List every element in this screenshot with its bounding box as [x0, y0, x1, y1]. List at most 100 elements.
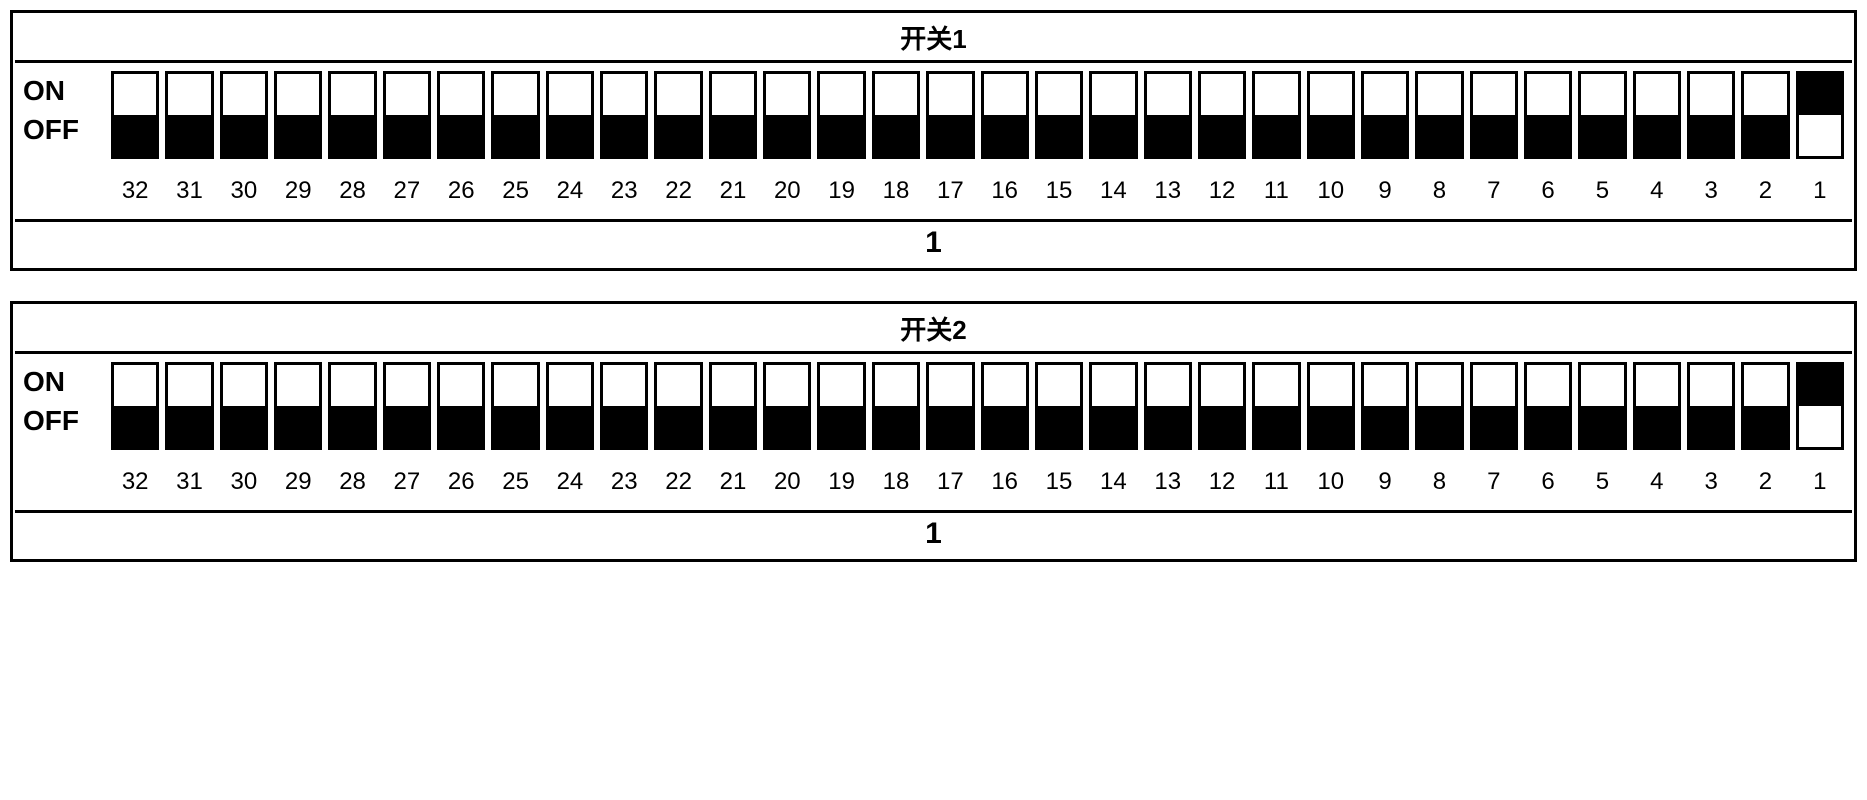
switch-row: ONOFF32313029282726252423222120191817161…: [15, 354, 1852, 496]
dip-switch[interactable]: [165, 362, 213, 450]
dip-switch[interactable]: [437, 362, 485, 450]
dip-switch[interactable]: [872, 362, 920, 450]
switch-column: 10: [1307, 362, 1355, 496]
dip-switch[interactable]: [1796, 71, 1844, 159]
dip-switch[interactable]: [926, 71, 974, 159]
dip-bottom-half: [875, 115, 917, 156]
switch-number: 12: [1209, 468, 1236, 496]
dip-switch[interactable]: [1741, 362, 1789, 450]
dip-switch[interactable]: [220, 362, 268, 450]
dip-switch[interactable]: [546, 362, 594, 450]
dip-switch[interactable]: [709, 71, 757, 159]
switch-number: 29: [285, 468, 312, 496]
dip-top-half: [1201, 74, 1243, 115]
dip-switch[interactable]: [1035, 362, 1083, 450]
dip-top-half: [657, 74, 699, 115]
dip-switch[interactable]: [1415, 362, 1463, 450]
dip-switch[interactable]: [1470, 71, 1518, 159]
dip-switch[interactable]: [1796, 362, 1844, 450]
dip-switch[interactable]: [491, 362, 539, 450]
dip-switch[interactable]: [1089, 362, 1137, 450]
switch-number: 22: [665, 468, 692, 496]
dip-switch[interactable]: [1035, 71, 1083, 159]
dip-switch[interactable]: [1633, 362, 1681, 450]
dip-switch[interactable]: [872, 71, 920, 159]
dip-top-half: [712, 74, 754, 115]
dip-top-half: [1364, 74, 1406, 115]
dip-switch[interactable]: [1578, 362, 1626, 450]
switch-number: 19: [828, 468, 855, 496]
dip-switch[interactable]: [491, 71, 539, 159]
dip-switch[interactable]: [1252, 362, 1300, 450]
dip-switch[interactable]: [1144, 71, 1192, 159]
dip-switch[interactable]: [274, 71, 322, 159]
dip-switch[interactable]: [274, 362, 322, 450]
dip-bottom-half: [766, 115, 808, 156]
dip-switch[interactable]: [1252, 71, 1300, 159]
switch-number: 17: [937, 468, 964, 496]
dip-switch[interactable]: [1198, 71, 1246, 159]
dip-switch[interactable]: [111, 71, 159, 159]
switch-column: 26: [437, 362, 485, 496]
switch-number: 28: [339, 177, 366, 205]
dip-switch[interactable]: [328, 71, 376, 159]
dip-switch[interactable]: [1361, 362, 1409, 450]
dip-switch[interactable]: [111, 362, 159, 450]
dip-switch[interactable]: [1633, 71, 1681, 159]
dip-switch[interactable]: [1741, 71, 1789, 159]
switches-container: 3231302928272625242322212019181716151413…: [111, 71, 1844, 205]
dip-switch[interactable]: [600, 71, 648, 159]
switch-number: 5: [1596, 177, 1609, 205]
switch-column: 27: [383, 71, 431, 205]
dip-switch[interactable]: [817, 71, 865, 159]
switch-column: 25: [491, 71, 539, 205]
dip-switch[interactable]: [1089, 71, 1137, 159]
dip-bottom-half: [1038, 115, 1080, 156]
dip-switch[interactable]: [981, 71, 1029, 159]
dip-switch[interactable]: [1307, 362, 1355, 450]
dip-top-half: [1310, 365, 1352, 406]
dip-switch[interactable]: [1307, 71, 1355, 159]
dip-switch[interactable]: [546, 71, 594, 159]
dip-switch[interactable]: [220, 71, 268, 159]
dip-switch[interactable]: [1524, 71, 1572, 159]
dip-switch[interactable]: [654, 71, 702, 159]
switch-number: 1: [1813, 177, 1826, 205]
dip-top-half: [114, 365, 156, 406]
switch-column: 20: [763, 71, 811, 205]
dip-switch[interactable]: [1361, 71, 1409, 159]
dip-switch[interactable]: [1687, 71, 1735, 159]
dip-bottom-half: [1690, 406, 1732, 447]
dip-switch[interactable]: [1198, 362, 1246, 450]
dip-switch[interactable]: [1470, 362, 1518, 450]
switch-number: 32: [122, 177, 149, 205]
dip-switch[interactable]: [437, 71, 485, 159]
dip-switch[interactable]: [709, 362, 757, 450]
dip-bottom-half: [331, 406, 373, 447]
dip-top-half: [168, 365, 210, 406]
switch-column: 6: [1524, 362, 1572, 496]
dip-switch[interactable]: [1415, 71, 1463, 159]
dip-switch[interactable]: [328, 362, 376, 450]
dip-switch[interactable]: [383, 362, 431, 450]
switch-number: 27: [394, 177, 421, 205]
dip-top-half: [1473, 74, 1515, 115]
dip-switch[interactable]: [383, 71, 431, 159]
dip-switch[interactable]: [763, 71, 811, 159]
dip-switch[interactable]: [817, 362, 865, 450]
dip-switch[interactable]: [981, 362, 1029, 450]
switch-column: 19: [817, 71, 865, 205]
dip-switch[interactable]: [763, 362, 811, 450]
dip-switch[interactable]: [165, 71, 213, 159]
dip-switch[interactable]: [1144, 362, 1192, 450]
dip-switch[interactable]: [1578, 71, 1626, 159]
dip-switch[interactable]: [1524, 362, 1572, 450]
dip-switch[interactable]: [654, 362, 702, 450]
switch-number: 28: [339, 468, 366, 496]
switch-number: 32: [122, 468, 149, 496]
dip-switch[interactable]: [926, 362, 974, 450]
dip-bottom-half: [168, 115, 210, 156]
dip-bottom-half: [440, 115, 482, 156]
dip-switch[interactable]: [600, 362, 648, 450]
dip-switch[interactable]: [1687, 362, 1735, 450]
